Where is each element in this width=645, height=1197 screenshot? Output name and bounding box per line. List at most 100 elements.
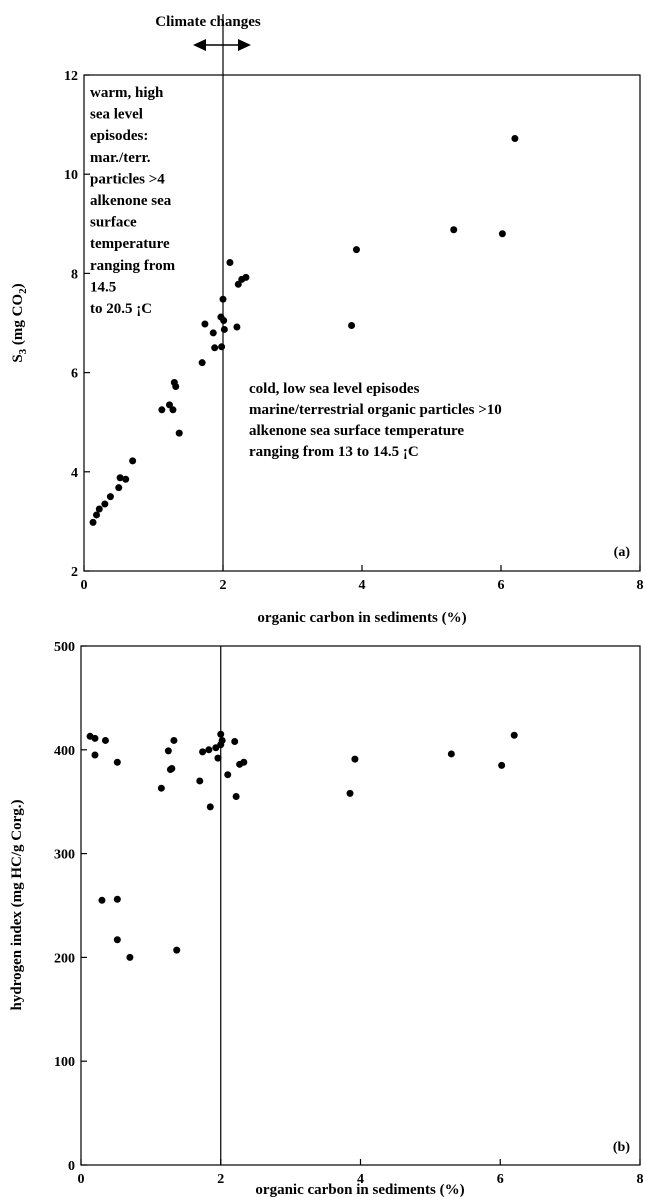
panel-a-data-point	[198, 359, 206, 367]
panel-a-data-point	[95, 505, 103, 513]
panel-a-data-point	[211, 344, 219, 352]
panel-b-y-tick-label: 200	[54, 951, 75, 966]
panel-b-data-point	[346, 789, 354, 797]
panel-b-data-point	[164, 747, 172, 755]
panel-b-y-tick-label: 500	[54, 640, 75, 655]
panel-a-data-point	[511, 134, 519, 142]
panel-a-data-point	[226, 258, 234, 266]
panel-b-data-point	[91, 734, 99, 742]
panel-a-x-tick-label: 4	[359, 578, 366, 593]
panel-b-data-point	[168, 764, 176, 772]
panel-a-data-point	[169, 406, 177, 414]
panel-b-data-point	[218, 736, 226, 744]
panel-a-data-point	[242, 273, 250, 281]
panel-b-y-axis-label: hydrogen index (mg HC/g Corg.)	[9, 800, 25, 1011]
panel-a-data-point	[209, 329, 217, 337]
panel-a-x-ticks: 0 2 4 6 8	[81, 565, 644, 593]
panel-a-data-point	[101, 500, 109, 508]
panel-a-y-label-end: )	[10, 283, 26, 288]
panel-a-label: (a)	[614, 545, 631, 560]
panel-a-frame	[83, 74, 641, 572]
panel-b-x-axis-label: organic carbon in sediments (%)	[255, 1182, 464, 1197]
panel-a-warm-annotation-line: temperature	[90, 236, 170, 252]
panel-a-cold-annotation-line: ranging from 13 to 14.5 ¡C	[249, 444, 419, 460]
panel-a-data-point	[172, 382, 180, 390]
panel-a-data-point	[158, 406, 166, 414]
panel-b-data-point	[205, 746, 213, 754]
panel-a-y-label-s: S	[10, 354, 26, 362]
panel-b-x-tick-label: 4	[357, 1172, 364, 1187]
panel-b-data-point	[113, 936, 121, 944]
climate-changes-label: Climate changes	[155, 14, 261, 30]
panel-b-data-point	[206, 803, 214, 811]
panel-a-data-point	[175, 429, 183, 437]
panel-a-y-label-mid: (mg CO	[10, 294, 26, 349]
panel-a-y-tick-label: 4	[71, 466, 78, 481]
panel-b-x-tick-label: 2	[217, 1172, 224, 1187]
panel-b-x-ticks: 0 2 4 6 8	[78, 1159, 644, 1187]
panel-a-data-point	[233, 323, 241, 331]
panel-a-warm-annotation-line: warm, high	[90, 85, 164, 101]
panel-a-y-tick-label: 12	[64, 69, 78, 84]
panel-b-frame	[80, 645, 641, 1166]
panel-b-data-point	[126, 953, 134, 961]
panel-b-data-point	[231, 737, 239, 745]
panel-b-data-point	[113, 895, 121, 903]
panel-a-data-point	[165, 401, 173, 409]
panel-a-data-point	[115, 484, 123, 492]
panel-b-y-tick-label: 300	[54, 848, 75, 863]
panel-b-data-point	[447, 750, 455, 758]
panel-a-data-point	[220, 325, 228, 333]
panel-a-warm-annotation-line: particles >4	[90, 171, 165, 187]
panel-b-points	[86, 730, 518, 961]
panel-a-data-point	[352, 246, 360, 254]
panel-a-y-tick-label: 6	[71, 367, 78, 382]
panel-a-data-point	[201, 320, 209, 328]
panel-b-y-tick-label: 400	[54, 744, 75, 759]
panel-a-data-point	[129, 457, 137, 465]
panel-a-cold-annotation-line: alkenone sea surface temperature	[249, 423, 464, 439]
panel-b-data-point	[196, 777, 204, 785]
panel-a-warm-annotation-line: episodes:	[90, 128, 148, 144]
panel-b-data-point	[510, 731, 518, 739]
panel-b-data-point	[217, 730, 225, 738]
panel-a-x-tick-label: 6	[498, 578, 505, 593]
panel-a-cold-annotation-line: cold, low sea level episodes	[249, 381, 420, 397]
panel-a-warm-annotation-line: 14.5	[90, 279, 116, 295]
panel-a-points	[89, 134, 519, 526]
panel-a-warm-annotation-line: to 20.5 ¡C	[90, 301, 152, 317]
panel-b-data-point	[214, 754, 222, 762]
panel-b-data-point	[98, 896, 106, 904]
panel-a-warm-annotation: warm, high sea level episodes: mar./terr. pa…	[90, 85, 176, 317]
panel-b-x-tick-label: 0	[78, 1172, 85, 1187]
panel-a-data-point	[219, 295, 227, 303]
panel-a-data-point	[116, 474, 124, 482]
panel-b-data-point	[170, 736, 178, 744]
panel-b-data-point	[224, 771, 232, 779]
panel-a-y-tick-label: 2	[71, 565, 78, 580]
panel-a-y-tick-label: 10	[64, 168, 78, 183]
panel-a-warm-annotation-line: sea level	[90, 107, 143, 123]
panel-a-warm-annotation-line: alkenone sea	[90, 193, 172, 209]
panel-a-data-point	[234, 280, 242, 288]
panel-a-warm-annotation-line: mar./terr.	[90, 150, 151, 166]
panel-a-data-point	[106, 493, 114, 501]
panel-b-label: (b)	[613, 1140, 630, 1155]
panel-b-data-point	[173, 946, 181, 954]
panel-b-x-tick-label: 8	[637, 1172, 644, 1187]
panel-b-data-point	[240, 758, 248, 766]
panel-b-chart: 0 2 4 6 8 0 100 200 300 400 500 (b) organic carbo…	[9, 640, 644, 1197]
panel-a-data-point	[218, 343, 226, 351]
panel-a-warm-annotation-line: ranging from	[90, 258, 176, 274]
panel-a-x-tick-label: 2	[220, 578, 227, 593]
panel-b-data-point	[157, 784, 165, 792]
panel-a-warm-annotation-line: surface	[90, 215, 137, 231]
panel-b-x-tick-label: 6	[497, 1172, 504, 1187]
panel-b-data-point	[232, 793, 240, 801]
climate-changes-arrow	[193, 39, 251, 51]
panel-b-data-point	[91, 751, 99, 759]
panel-a-data-point	[348, 321, 356, 329]
panel-a-y-ticks: 2 4 6 8 10 12	[64, 69, 90, 580]
